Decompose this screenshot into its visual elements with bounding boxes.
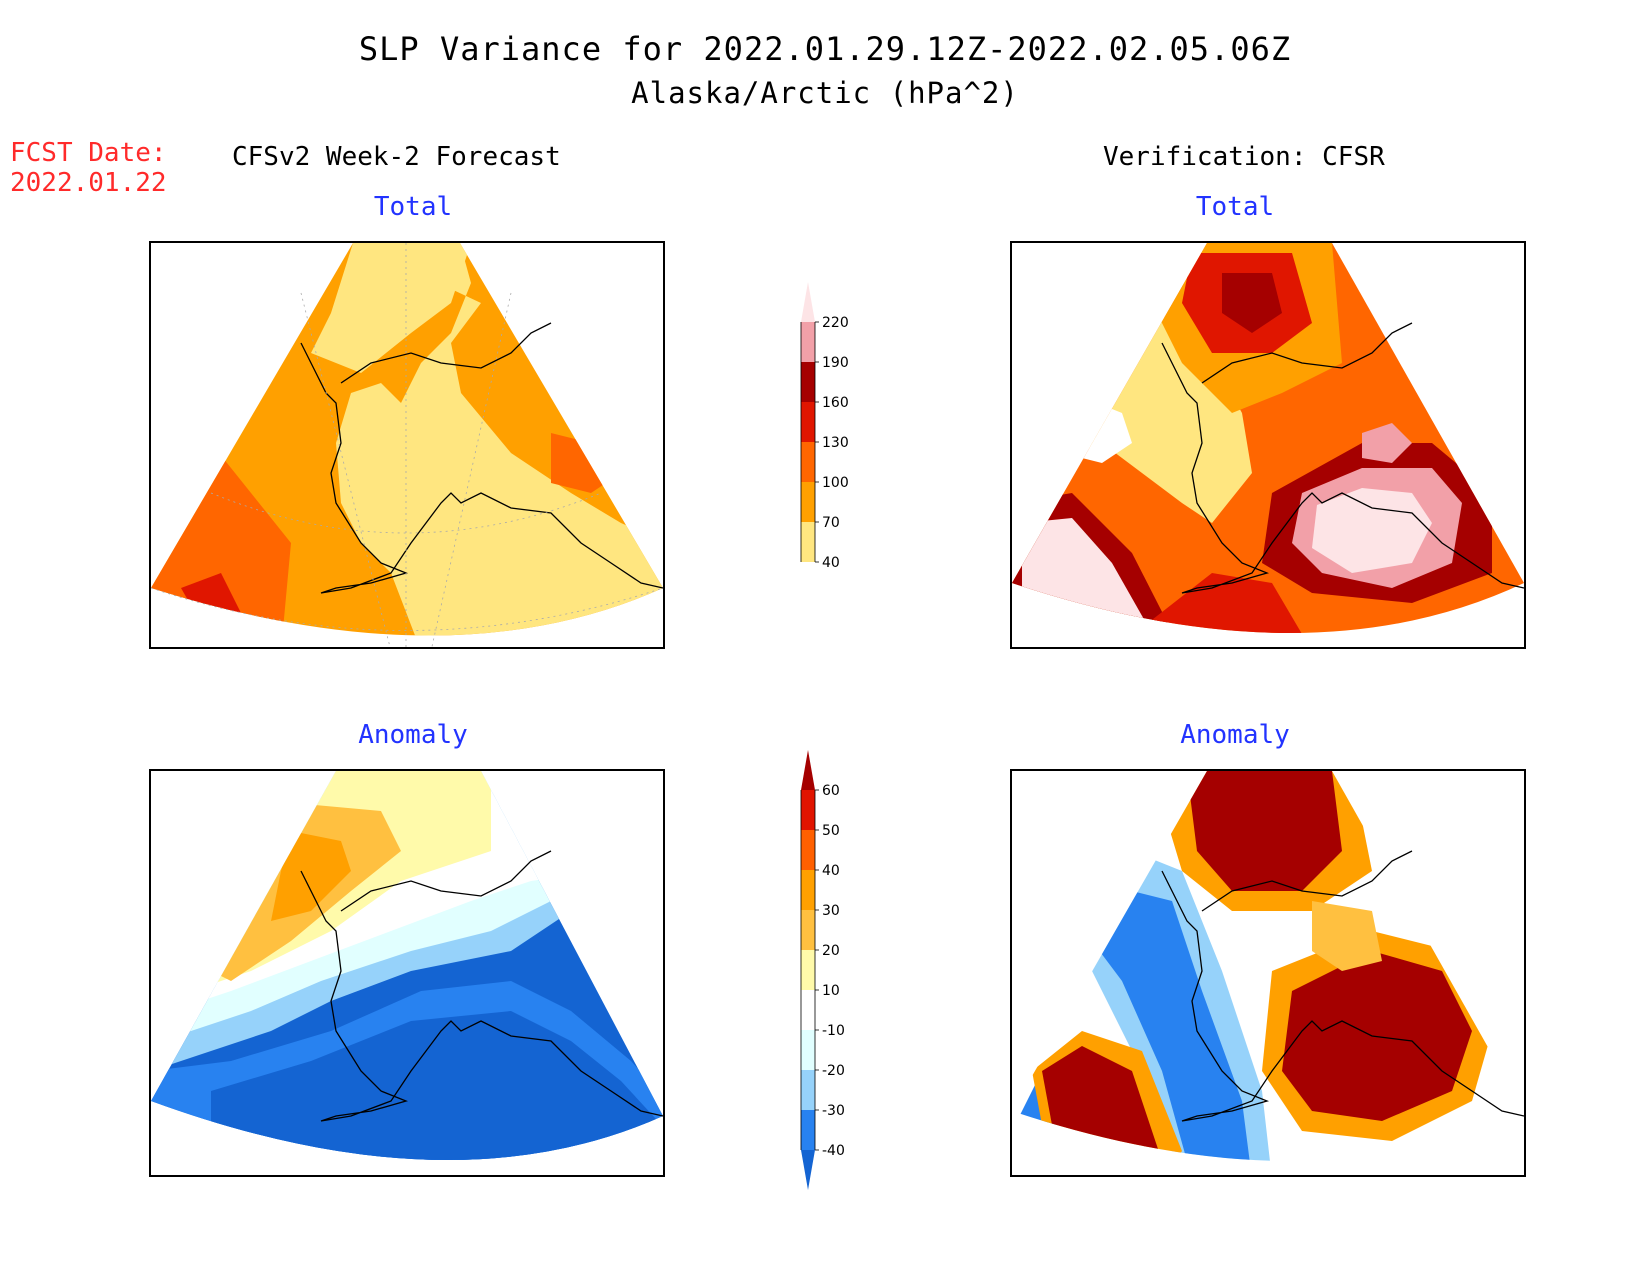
coastline	[1161, 322, 1524, 594]
colorbar-tick-label: -40	[822, 1143, 845, 1159]
total-colorbar: 220 190 160 130 100 70 40	[800, 282, 849, 602]
coastline	[300, 850, 663, 1122]
forecast-anomaly-map	[149, 769, 665, 1177]
colorbar-swatch	[801, 1110, 815, 1150]
colorbar-tick-label: 40	[822, 555, 840, 571]
colorbar-swatch	[801, 1030, 815, 1070]
colorbar-bottom-arrow	[801, 1150, 815, 1190]
colorbar-tick-label: 30	[822, 903, 840, 919]
colorbar-swatch	[801, 522, 815, 562]
colorbar-swatch	[801, 442, 815, 482]
colorbar-top-arrow	[801, 750, 815, 790]
colorbar-tick-label: 20	[822, 943, 840, 959]
colorbar-tick-label: 220	[822, 315, 849, 331]
forecast-date-value: 2022.01.22	[10, 168, 167, 198]
colorbar-bottom-arrow	[801, 562, 815, 602]
main-title: SLP Variance for 2022.01.29.12Z-2022.02.…	[358, 30, 1292, 68]
forecast-column-header: CFSv2 Week-2 Forecast	[232, 142, 561, 172]
colorbar-swatch	[801, 990, 815, 1030]
colorbar-tick-label: -10	[822, 1023, 845, 1039]
colorbar-swatch	[801, 322, 815, 362]
colorbar-tick-label: 60	[822, 783, 840, 799]
main-subtitle: Alaska/Arctic (hPa^2)	[631, 76, 1019, 110]
colorbar-swatch	[801, 870, 815, 910]
verification-anomaly-map	[1010, 769, 1526, 1177]
colorbar-tick-label: -20	[822, 1063, 845, 1079]
coastline	[1161, 850, 1524, 1122]
colorbar-swatch	[801, 362, 815, 402]
colorbar-tick-label: 190	[822, 355, 849, 371]
colorbar-tick-label: -30	[822, 1103, 845, 1119]
forecast-total-map	[149, 241, 665, 649]
forecast-date: FCST Date: 2022.01.22	[10, 138, 167, 198]
anomaly-colorbar: 60 50 40 30 20 10 -10 -20 -30 -40	[800, 750, 845, 1190]
colorbar-swatch	[801, 830, 815, 870]
colorbar-swatch	[801, 950, 815, 990]
colorbar-top-arrow	[801, 282, 815, 322]
verification-total-map	[1010, 241, 1526, 649]
forecast-date-label: FCST Date:	[10, 138, 167, 168]
colorbar-tick-label: 70	[822, 515, 840, 531]
forecast-total-title: Total	[373, 192, 453, 222]
verification-total-title: Total	[1195, 192, 1275, 222]
colorbar-swatch	[801, 482, 815, 522]
colorbar-swatch	[801, 790, 815, 830]
colorbar-tick-label: 130	[822, 435, 849, 451]
colorbar-tick-label: 10	[822, 983, 840, 999]
colorbar-tick-label: 160	[822, 395, 849, 411]
colorbar-tick-label: 40	[822, 863, 840, 879]
colorbar-tick-label: 50	[822, 823, 840, 839]
verification-column-header: Verification: CFSR	[1103, 142, 1385, 172]
colorbar-swatch	[801, 910, 815, 950]
colorbar-swatch	[801, 402, 815, 442]
coastline	[300, 322, 663, 594]
colorbar-tick-label: 100	[822, 475, 849, 491]
verification-anomaly-title: Anomaly	[1180, 720, 1290, 750]
forecast-anomaly-title: Anomaly	[358, 720, 468, 750]
colorbar-swatch	[801, 1070, 815, 1110]
